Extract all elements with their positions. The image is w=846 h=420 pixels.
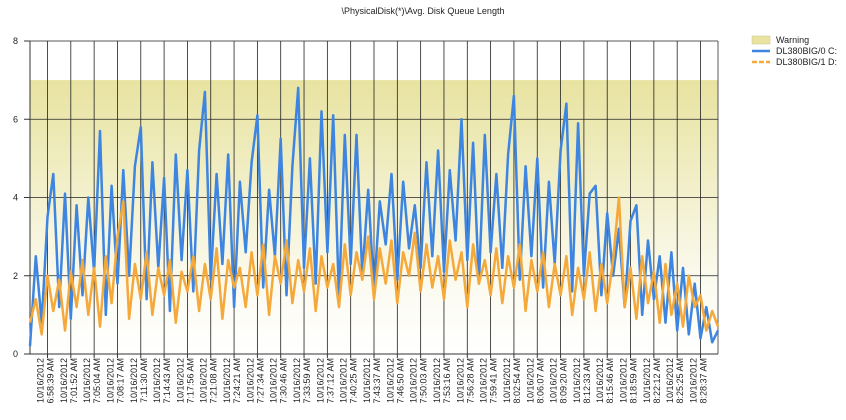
x-tick-label: 10/16/20127:24:21 AM (222, 358, 242, 404)
x-tick-label: 10/16/20128:02:54 AM (502, 358, 522, 404)
x-tick-label: 10/16/20128:28:37 AM (689, 358, 709, 404)
x-tick-label: 10/16/20127:40:25 AM (339, 358, 359, 404)
y-tick-label: 8 (13, 36, 18, 46)
x-tick-label: 10/16/20127:50:03 AM (409, 358, 429, 404)
x-tick-label: 10/16/20127:08:17 AM (105, 358, 125, 404)
y-tick-label: 4 (13, 193, 18, 203)
x-tick-label: 10/16/20128:15:46 AM (595, 358, 615, 404)
x-tick-label: 10/16/20128:09:20 AM (549, 358, 569, 404)
y-tick-label: 0 (13, 349, 18, 359)
x-tick-label: 10/16/20126:58:39 AM (35, 358, 55, 404)
x-tick-label: 10/16/20127:43:37 AM (362, 358, 382, 404)
chart-title: \PhysicalDisk(*)\Avg. Disk Queue Length (342, 6, 505, 16)
x-tick-label: 10/16/20127:33:59 AM (292, 358, 312, 404)
x-tick-label: 10/16/20127:30:46 AM (269, 358, 289, 404)
legend-label: DL380BIG/1 D: (776, 57, 837, 67)
x-tick-label: 10/16/20127:59:41 AM (479, 358, 499, 404)
x-tick-label: 10/16/20127:46:50 AM (385, 358, 405, 404)
legend-label: DL380BIG/0 C: (776, 46, 837, 56)
x-tick-label: 10/16/20128:25:25 AM (665, 358, 685, 404)
x-tick-label: 10/16/20128:06:07 AM (525, 358, 545, 404)
x-tick-label: 10/16/20127:11:30 AM (129, 358, 149, 403)
x-tick-label: 10/16/20127:37:12 AM (315, 358, 335, 404)
x-tick-label: 10/16/20128:12:33 AM (572, 358, 592, 404)
series-line (28, 196, 720, 336)
x-tick-label: 10/16/20127:05:04 AM (82, 358, 102, 404)
x-tick-label: 10/16/20127:56:28 AM (455, 358, 475, 404)
x-tick-label: 10/16/20128:22:12 AM (642, 358, 662, 404)
x-tick-label: 10/16/20127:21:08 AM (199, 358, 219, 404)
x-tick-label: 10/16/20127:27:34 AM (245, 358, 265, 404)
x-tick-label: 10/16/20127:53:16 AM (432, 358, 452, 404)
x-tick-label: 10/16/20128:18:59 AM (619, 358, 639, 404)
legend-swatch (751, 35, 771, 45)
x-tick-label: 10/16/20127:14:43 AM (152, 358, 172, 404)
x-tick-label: 10/16/20127:01:52 AM (59, 358, 79, 404)
x-tick-label: 10/16/20127:17:56 AM (175, 358, 195, 404)
y-tick-label: 6 (13, 114, 18, 124)
y-tick-label: 2 (13, 271, 18, 281)
legend-label: Warning (776, 35, 809, 45)
